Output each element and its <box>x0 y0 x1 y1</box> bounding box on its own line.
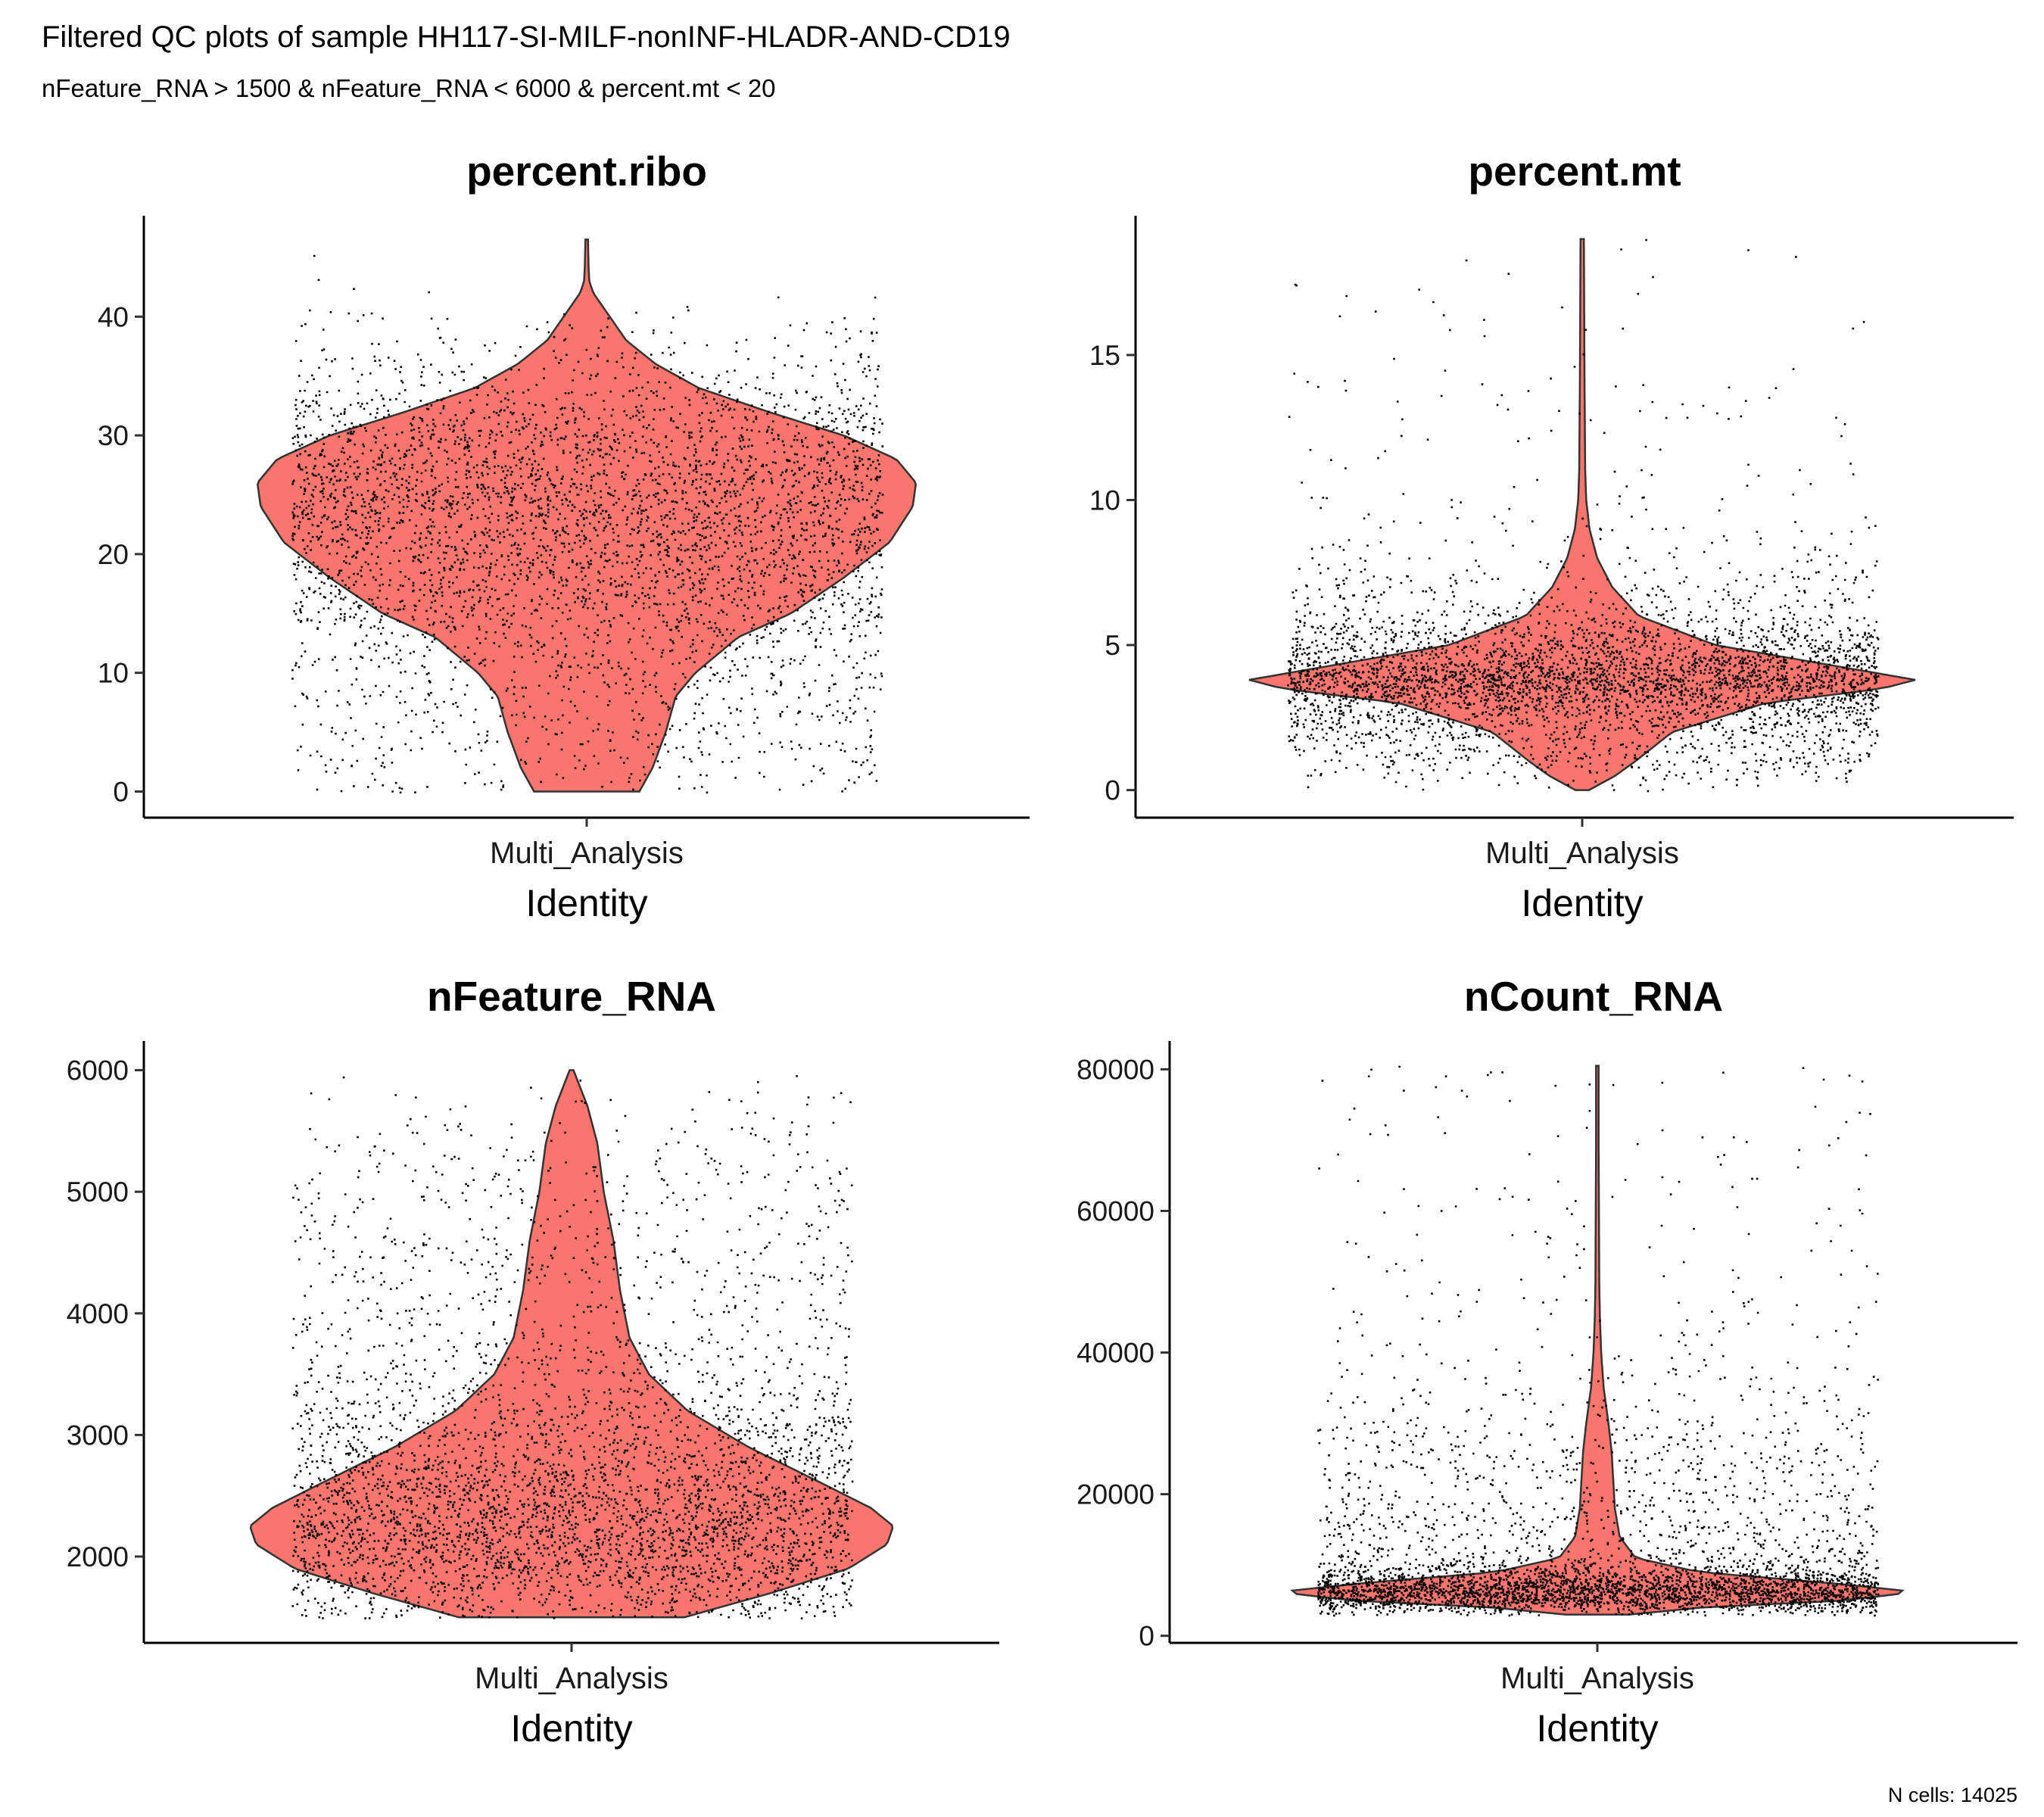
panel-title: percent.ribo <box>466 148 707 195</box>
violin-shape <box>257 238 917 793</box>
y-tick-label: 40000 <box>1077 1338 1154 1369</box>
x-axis-label: Identity <box>1521 882 1643 924</box>
y-tick-label: 10 <box>98 658 129 689</box>
x-axis-label: Identity <box>510 1707 632 1750</box>
jitter-points <box>1287 238 1880 793</box>
violin-shape <box>1248 238 1916 791</box>
panel-percent-mt: percent.mt 0 5 10 15 Multi_Analysis Identity <box>1089 148 2014 924</box>
panels: percent.ribo 0 10 20 30 40 Multi_Analysis Ident… <box>67 148 2018 1750</box>
x-tick-label: Multi_Analysis <box>490 837 684 870</box>
y-tick-label: 4000 <box>67 1298 129 1329</box>
y-tick-label: 60000 <box>1077 1195 1154 1226</box>
x-tick-label: Multi_Analysis <box>1500 1662 1694 1695</box>
y-tick-label: 15 <box>1089 340 1120 371</box>
y-tick-label: 6000 <box>67 1055 129 1086</box>
y-tick-label: 0 <box>113 777 129 808</box>
jitter-points <box>1317 1065 1880 1617</box>
figure-subtitle: nFeature_RNA > 1500 & nFeature_RNA < 600… <box>42 74 776 102</box>
panel-nfeature-rna: nFeature_RNA 2000 3000 4000 5000 6000 Multi_An… <box>67 973 999 1750</box>
y-tick-label: 10 <box>1089 485 1120 516</box>
y-tick-label: 0 <box>1139 1621 1154 1652</box>
y-tick-label: 40 <box>98 301 129 332</box>
violin-shape <box>1290 1064 1905 1616</box>
x-tick-label: Multi_Analysis <box>1485 837 1679 870</box>
y-tick-label: 5 <box>1105 630 1120 661</box>
y-tick-label: 3000 <box>67 1420 129 1451</box>
x-axis-label: Identity <box>1536 1707 1658 1750</box>
x-tick-label: Multi_Analysis <box>475 1662 668 1695</box>
x-axis-label: Identity <box>525 882 647 924</box>
figure-title: Filtered QC plots of sample HH117-SI-MIL… <box>42 20 1011 54</box>
panel-title: percent.mt <box>1468 148 1681 195</box>
y-tick-label: 20 <box>98 539 129 570</box>
y-tick-label: 0 <box>1105 775 1120 806</box>
panel-title: nFeature_RNA <box>427 973 716 1020</box>
y-tick-label: 5000 <box>67 1177 129 1208</box>
jitter-points <box>291 1075 854 1619</box>
panel-percent-ribo: percent.ribo 0 10 20 30 40 Multi_Analysis Ident… <box>98 148 1030 924</box>
y-tick-label: 30 <box>98 420 129 451</box>
y-tick-label: 2000 <box>67 1541 129 1572</box>
y-tick-label: 80000 <box>1077 1054 1154 1085</box>
panel-title: nCount_RNA <box>1464 973 1723 1020</box>
cell-count-caption: N cells: 14025 <box>1888 1784 2018 1806</box>
y-tick-label: 20000 <box>1077 1479 1154 1510</box>
panel-ncount-rna: nCount_RNA 0 20000 40000 60000 80000 Multi_Ana… <box>1077 973 2018 1750</box>
